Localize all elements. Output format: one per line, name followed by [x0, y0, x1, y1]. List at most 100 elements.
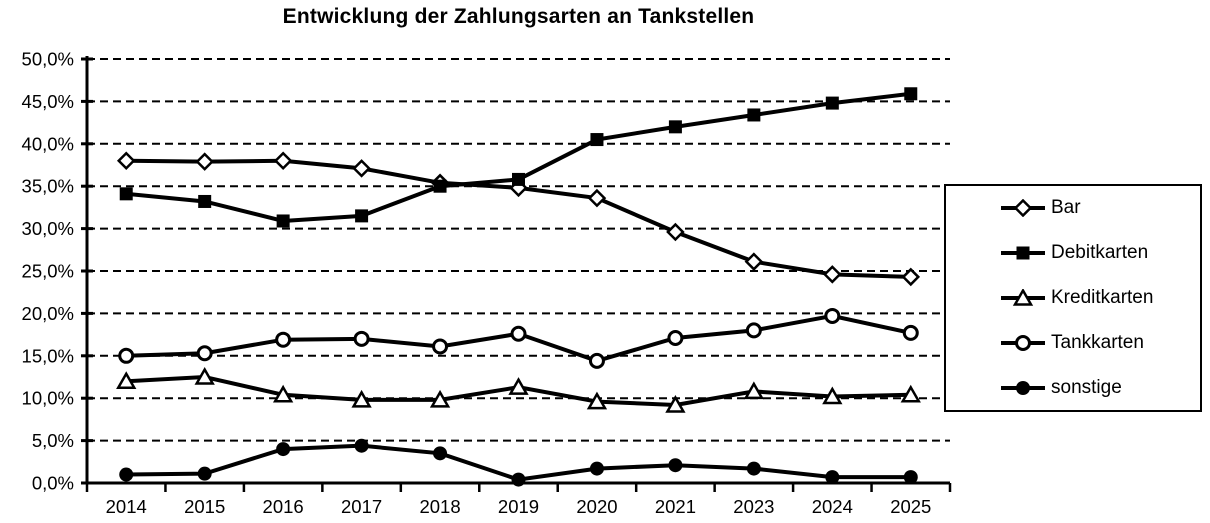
square-filled-marker: [355, 209, 369, 223]
legend-item-tankkarten: Tankkarten: [1000, 333, 1192, 353]
circle-open-marker: [275, 331, 292, 348]
square-filled-marker: [198, 194, 212, 208]
triangle-open-marker: [743, 381, 765, 400]
circle-open-marker: [667, 329, 684, 346]
square-filled-marker: [1016, 246, 1030, 260]
y-axis-tick-label: 50,0%: [22, 49, 74, 70]
diamond-open-marker: [1013, 199, 1033, 217]
circle-filled-marker: [589, 461, 604, 476]
y-axis-tick-label: 10,0%: [22, 388, 74, 409]
circle-open-marker: [353, 330, 370, 347]
diamond-open-marker: [273, 151, 293, 171]
x-axis-tick-label: 2016: [263, 496, 304, 517]
square-filled-marker: [904, 87, 918, 101]
triangle-open-marker: [1012, 289, 1034, 306]
x-axis-tick-label: 2023: [733, 496, 774, 517]
triangle-open-marker: [508, 377, 529, 395]
square-filled-marker: [747, 108, 761, 122]
circle-filled-marker: [746, 461, 761, 476]
x-axis-tick-label: 2019: [498, 496, 539, 517]
y-axis-tick-label: 20,0%: [22, 303, 74, 324]
square-filled-marker: [668, 120, 682, 134]
legend-label-sonstige: sonstige: [1051, 377, 1122, 398]
circle-open-marker: [510, 325, 527, 342]
x-axis-tick-label: 2025: [890, 496, 931, 517]
y-axis-tick-label: 15,0%: [22, 345, 74, 366]
legend-label-bar: Bar: [1051, 197, 1081, 218]
circle-open-marker: [588, 352, 605, 369]
legend-item-sonstige: sonstige: [1000, 378, 1192, 398]
circle-filled-marker: [1016, 381, 1030, 395]
square-filled-marker: [512, 172, 525, 186]
legend-label-kreditkarten: Kreditkarten: [1051, 287, 1154, 308]
y-axis-tick-label: 30,0%: [22, 218, 74, 239]
y-axis-tick-label: 0,0%: [32, 473, 74, 494]
triangle-open-legend-icon: [1001, 289, 1045, 306]
square-filled-marker: [590, 133, 604, 147]
circle-filled-marker: [903, 470, 918, 485]
triangle-open-marker: [665, 394, 686, 413]
y-axis-tick-label: 40,0%: [22, 133, 74, 154]
diamond-open-marker: [901, 267, 921, 287]
circle-filled-legend-icon: [1001, 381, 1045, 395]
triangle-open-marker: [272, 384, 294, 403]
square-filled-marker: [825, 96, 839, 110]
triangle-open-marker: [822, 386, 843, 405]
legend-item-kreditkarten: Kreditkarten: [1000, 288, 1192, 308]
y-axis-tick-label: 5,0%: [32, 430, 74, 451]
circle-filled-marker: [511, 472, 526, 487]
legend-label-debitkarten: Debitkarten: [1051, 242, 1149, 263]
square-filled-marker: [276, 214, 290, 228]
x-axis-tick-label: 2020: [576, 496, 617, 517]
series-line-Debitkarten: [126, 91, 912, 223]
triangle-open-marker: [116, 371, 137, 389]
diamond-open-marker: [666, 222, 685, 242]
circle-open-marker: [824, 307, 841, 324]
diamond-open-marker: [744, 252, 764, 271]
x-axis-tick-label: 2018: [419, 496, 460, 517]
x-axis-tick-label: 2015: [184, 496, 225, 517]
circle-open-marker: [118, 347, 135, 364]
triangle-open-marker: [900, 384, 921, 403]
diamond-open-legend-icon: [1001, 199, 1045, 217]
legend-label-tankkarten: Tankkarten: [1051, 332, 1144, 353]
square-filled-marker: [433, 179, 447, 193]
circle-filled-marker: [825, 470, 840, 485]
y-axis-tick-label: 25,0%: [22, 261, 74, 282]
circle-open-marker: [1015, 335, 1031, 351]
x-axis-tick-label: 2021: [655, 496, 696, 517]
circle-open-marker: [902, 324, 919, 341]
circle-open-marker: [745, 322, 762, 339]
diamond-open-marker: [823, 265, 842, 284]
circle-filled-marker: [197, 466, 212, 481]
circle-filled-marker: [119, 467, 134, 482]
chart-title: Entwicklung der Zahlungsarten an Tankste…: [282, 5, 755, 28]
circle-filled-marker: [276, 442, 291, 457]
circle-open-marker: [432, 338, 449, 355]
triangle-open-marker: [194, 366, 215, 385]
diamond-open-marker: [195, 152, 214, 171]
circle-filled-marker: [433, 446, 448, 461]
circle-filled-marker: [354, 438, 369, 453]
legend: Bar Debitkarten Kreditkarten Tankkarten …: [944, 184, 1202, 412]
y-axis-tick-label: 45,0%: [22, 91, 74, 112]
legend-item-debitkarten: Debitkarten: [1000, 243, 1192, 263]
x-axis-tick-label: 2024: [812, 496, 853, 517]
triangle-open-marker: [351, 389, 372, 408]
x-axis-tick-label: 2017: [341, 496, 382, 517]
triangle-open-marker: [586, 391, 608, 410]
square-filled-legend-icon: [1001, 246, 1045, 260]
diamond-open-marker: [352, 159, 371, 178]
legend-item-bar: Bar: [1000, 198, 1192, 218]
circle-filled-marker: [668, 458, 683, 473]
circle-open-legend-icon: [1001, 335, 1045, 351]
triangle-open-marker: [429, 389, 451, 408]
diamond-open-marker: [587, 188, 607, 208]
x-axis-tick-label: 2014: [106, 496, 147, 517]
y-axis-tick-label: 35,0%: [22, 176, 74, 197]
diamond-open-marker: [116, 151, 136, 171]
circle-open-marker: [196, 345, 213, 362]
square-filled-marker: [119, 187, 133, 201]
